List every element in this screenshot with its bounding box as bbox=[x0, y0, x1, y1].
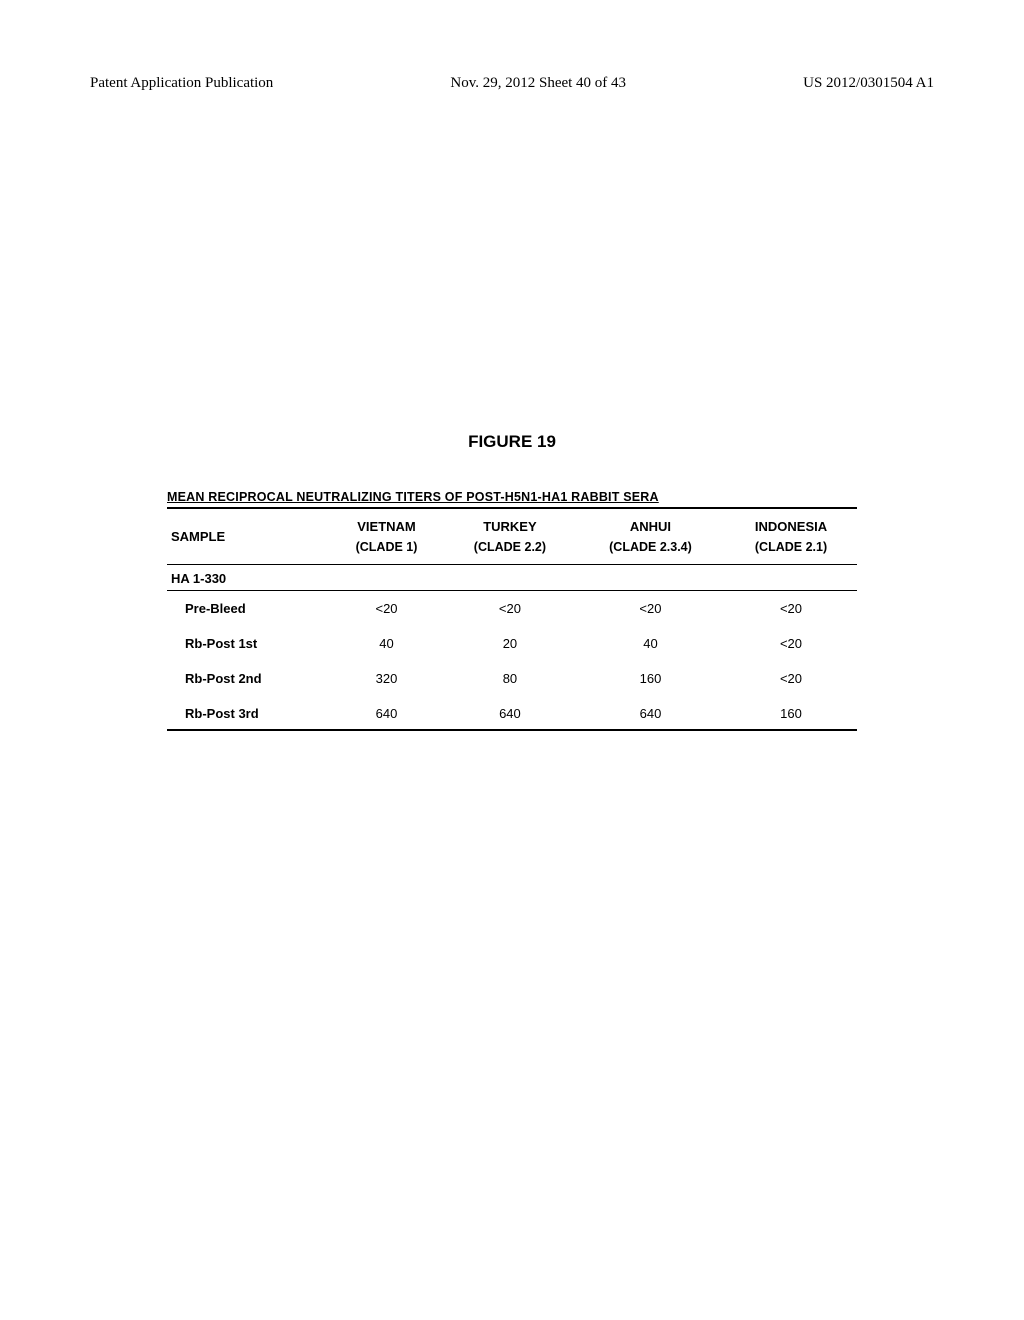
col-label: SAMPLE bbox=[171, 529, 225, 544]
cell-value: 40 bbox=[576, 626, 725, 661]
table-row: Rb-Post 1st 40 20 40 <20 bbox=[167, 626, 857, 661]
cell-value: <20 bbox=[725, 591, 857, 627]
cell-value: 160 bbox=[725, 696, 857, 730]
header-left: Patent Application Publication bbox=[90, 75, 273, 92]
cell-value: <20 bbox=[576, 591, 725, 627]
cell-value: 80 bbox=[444, 661, 576, 696]
header-right: US 2012/0301504 A1 bbox=[803, 75, 934, 92]
cell-value: <20 bbox=[725, 626, 857, 661]
page-container: Patent Application Publication Nov. 29, … bbox=[0, 0, 1024, 1320]
table-row: Rb-Post 3rd 640 640 640 160 bbox=[167, 696, 857, 730]
col-label: TURKEY bbox=[483, 519, 536, 534]
cell-value: 640 bbox=[329, 696, 444, 730]
row-label: Pre-Bleed bbox=[167, 591, 329, 627]
col-header-anhui: ANHUI (CLADE 2.3.4) bbox=[576, 508, 725, 565]
col-header-sample: SAMPLE bbox=[167, 508, 329, 565]
table-container: MEAN RECIPROCAL NEUTRALIZING TITERS OF P… bbox=[167, 490, 857, 731]
section-label: HA 1-330 bbox=[167, 565, 857, 591]
col-sublabel: (CLADE 2.1) bbox=[755, 540, 827, 554]
header-center: Nov. 29, 2012 Sheet 40 of 43 bbox=[450, 75, 626, 92]
table-title: MEAN RECIPROCAL NEUTRALIZING TITERS OF P… bbox=[167, 490, 857, 504]
row-label: Rb-Post 3rd bbox=[167, 696, 329, 730]
cell-value: 640 bbox=[576, 696, 725, 730]
col-sublabel: (CLADE 2.2) bbox=[474, 540, 546, 554]
col-sublabel: (CLADE 2.3.4) bbox=[609, 540, 692, 554]
data-table: SAMPLE VIETNAM (CLADE 1) TURKEY (CLADE 2… bbox=[167, 507, 857, 731]
cell-value: 20 bbox=[444, 626, 576, 661]
col-header-indonesia: INDONESIA (CLADE 2.1) bbox=[725, 508, 857, 565]
cell-value: 160 bbox=[576, 661, 725, 696]
col-label: ANHUI bbox=[630, 519, 671, 534]
col-sublabel: (CLADE 1) bbox=[356, 540, 418, 554]
cell-value: <20 bbox=[444, 591, 576, 627]
cell-value: 640 bbox=[444, 696, 576, 730]
cell-value: 40 bbox=[329, 626, 444, 661]
figure-title: FIGURE 19 bbox=[90, 432, 934, 452]
cell-value: <20 bbox=[329, 591, 444, 627]
row-label: Rb-Post 1st bbox=[167, 626, 329, 661]
cell-value: 320 bbox=[329, 661, 444, 696]
table-header-row: SAMPLE VIETNAM (CLADE 1) TURKEY (CLADE 2… bbox=[167, 508, 857, 565]
col-header-vietnam: VIETNAM (CLADE 1) bbox=[329, 508, 444, 565]
section-row: HA 1-330 bbox=[167, 565, 857, 591]
col-header-turkey: TURKEY (CLADE 2.2) bbox=[444, 508, 576, 565]
col-label: VIETNAM bbox=[357, 519, 416, 534]
row-label: Rb-Post 2nd bbox=[167, 661, 329, 696]
col-label: INDONESIA bbox=[755, 519, 827, 534]
page-header: Patent Application Publication Nov. 29, … bbox=[90, 75, 934, 92]
table-row: Rb-Post 2nd 320 80 160 <20 bbox=[167, 661, 857, 696]
table-row: Pre-Bleed <20 <20 <20 <20 bbox=[167, 591, 857, 627]
cell-value: <20 bbox=[725, 661, 857, 696]
